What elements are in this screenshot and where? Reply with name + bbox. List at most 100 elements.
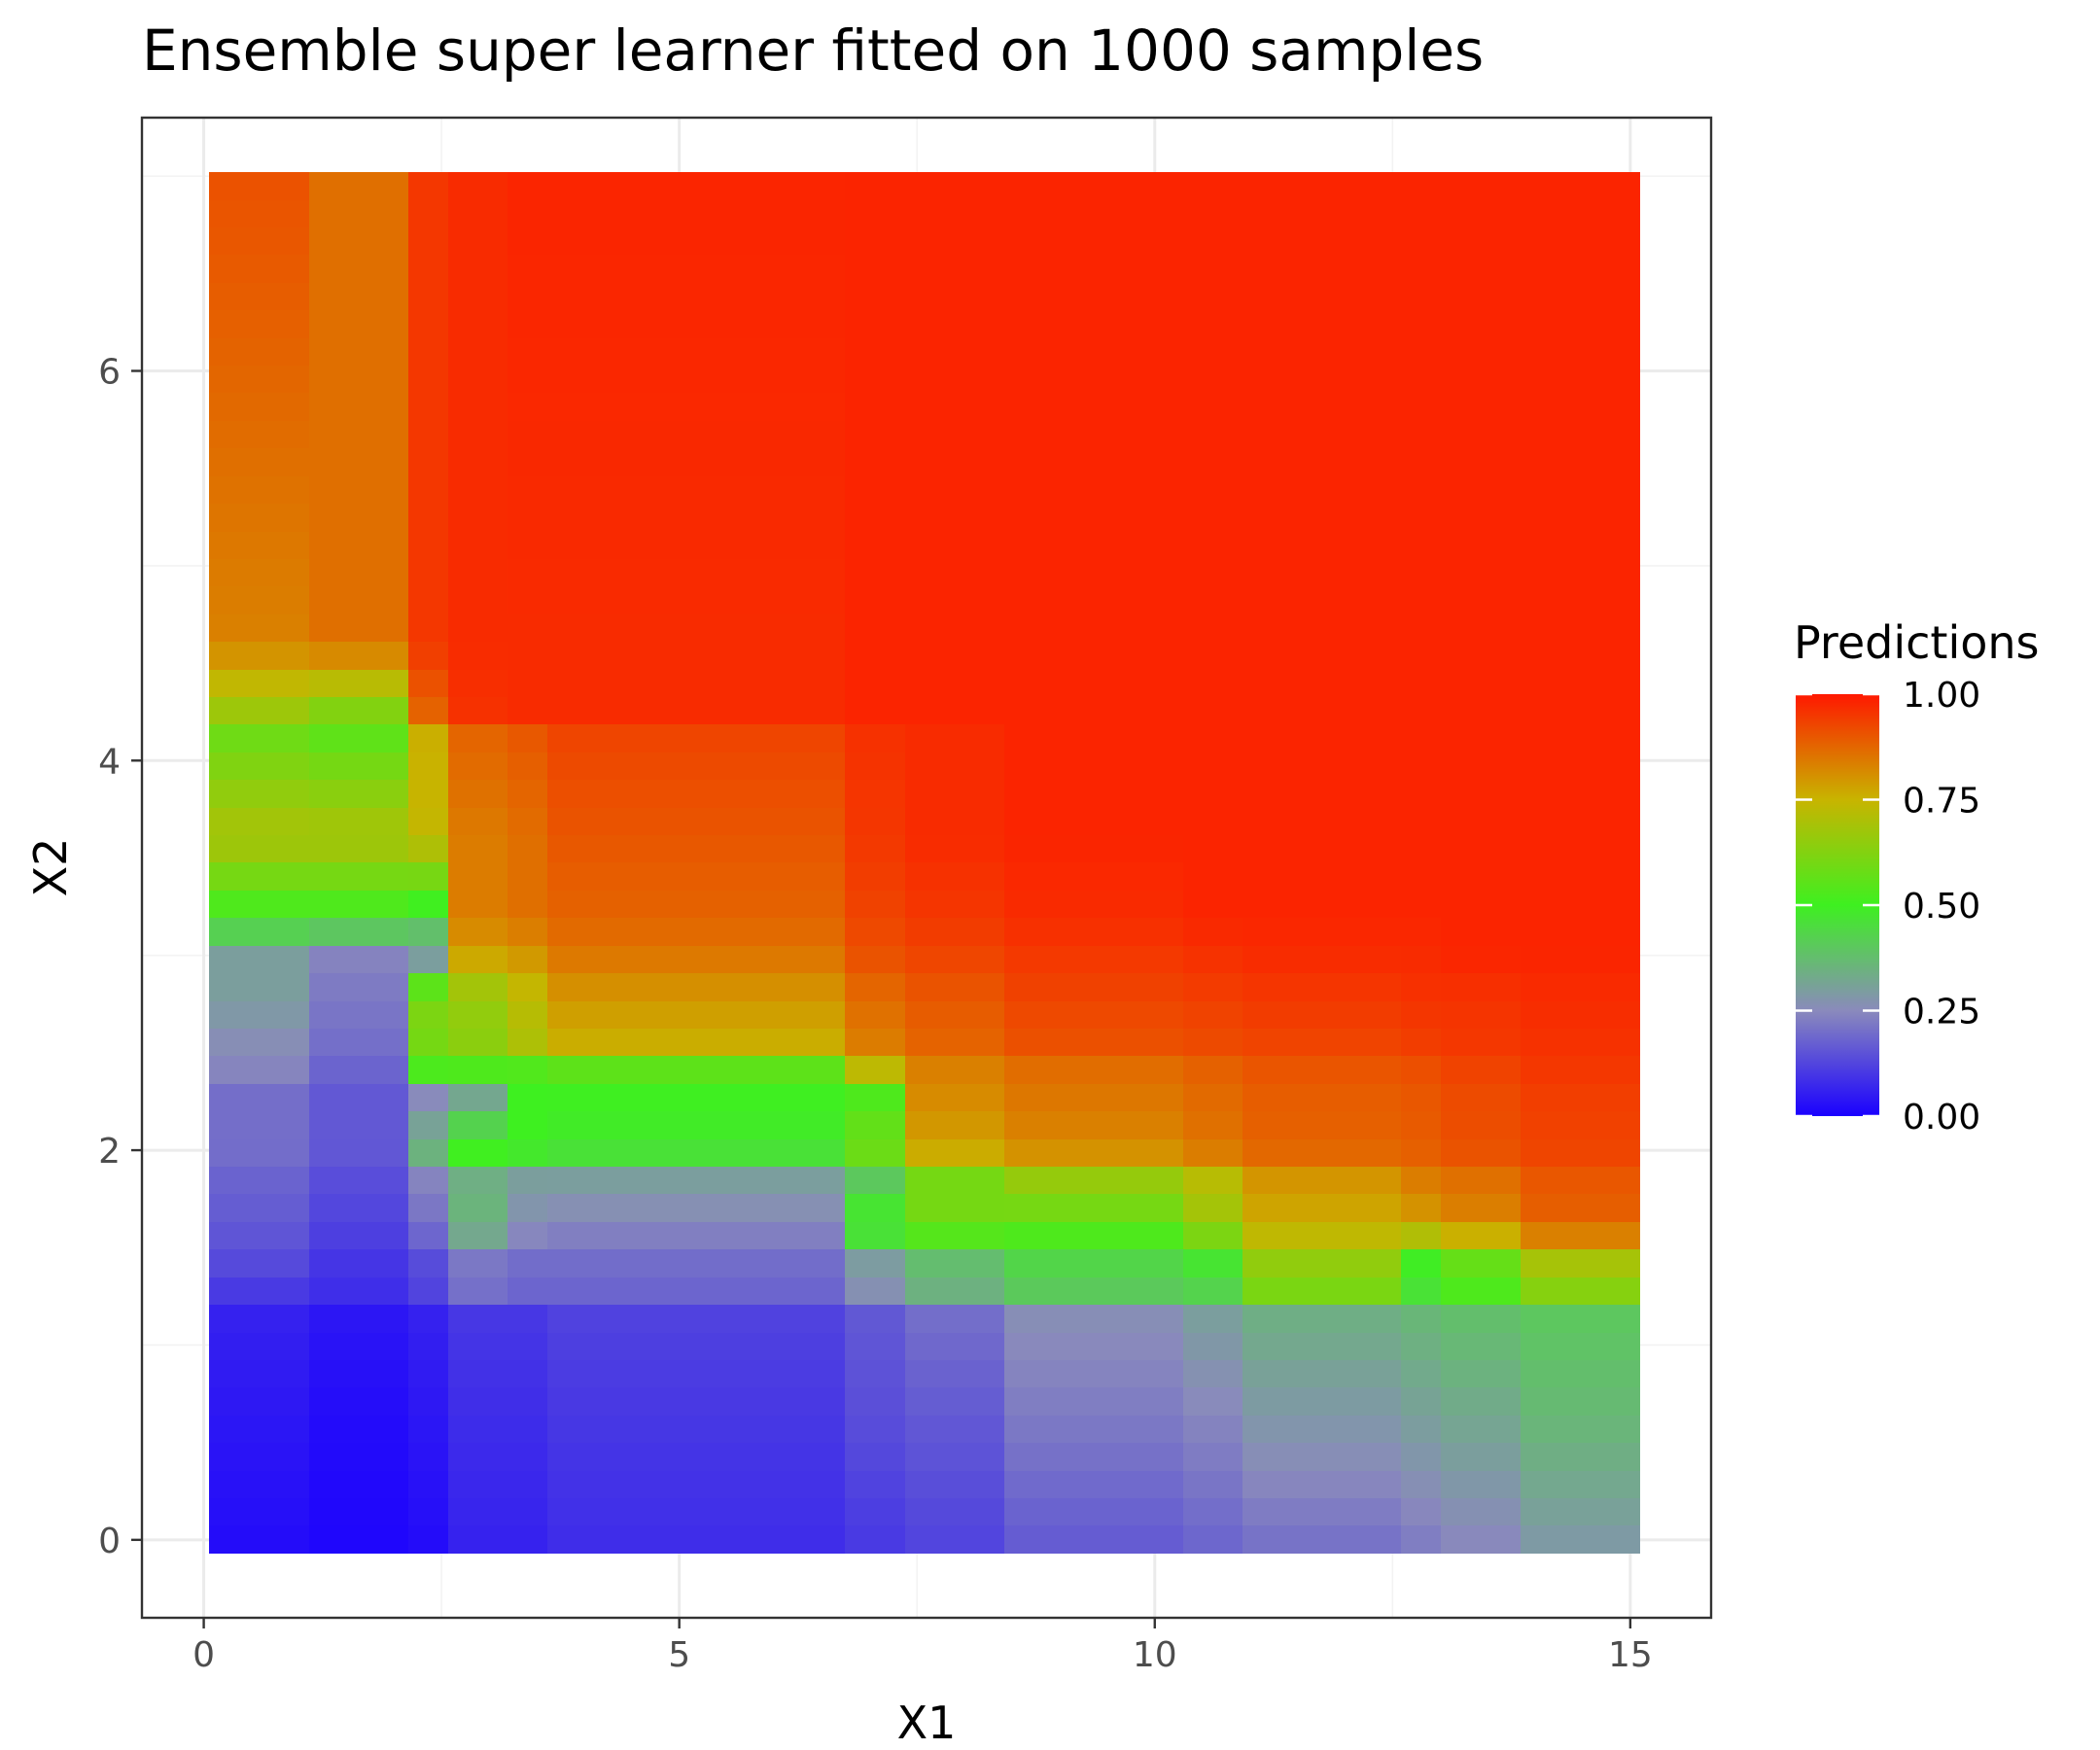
heatmap-cell bbox=[1143, 559, 1163, 586]
heatmap-cell bbox=[289, 724, 309, 752]
heatmap-cell bbox=[1163, 448, 1183, 476]
heatmap-cell bbox=[1223, 559, 1242, 586]
heatmap-cell bbox=[825, 1029, 845, 1056]
heatmap-cell bbox=[1163, 1333, 1183, 1360]
heatmap-cell bbox=[567, 697, 587, 724]
heatmap-cell bbox=[1183, 1360, 1203, 1387]
heatmap-cell bbox=[607, 283, 627, 310]
heatmap-cell bbox=[1461, 504, 1481, 532]
heatmap-cell bbox=[1441, 670, 1461, 697]
heatmap-cell bbox=[845, 1084, 865, 1111]
heatmap-cell bbox=[1103, 393, 1123, 421]
heatmap-cell bbox=[508, 200, 527, 228]
heatmap-cell bbox=[1521, 1001, 1540, 1029]
heatmap-cell bbox=[388, 421, 408, 448]
heatmap-cell bbox=[925, 752, 944, 780]
heatmap-cell bbox=[309, 697, 329, 724]
heatmap-cell bbox=[547, 586, 567, 614]
heatmap-cell bbox=[1540, 1139, 1560, 1167]
heatmap-cell bbox=[309, 1360, 329, 1387]
heatmap-cell bbox=[1441, 1222, 1461, 1249]
heatmap-cell bbox=[309, 1139, 329, 1167]
heatmap-cell bbox=[1600, 891, 1620, 918]
heatmap-cell bbox=[1441, 862, 1461, 891]
heatmap-cell bbox=[786, 1471, 805, 1498]
heatmap-cell bbox=[488, 393, 508, 421]
heatmap-cell bbox=[746, 255, 766, 283]
heatmap-cell bbox=[1322, 642, 1342, 670]
heatmap-cell bbox=[1461, 697, 1481, 724]
heatmap-cell bbox=[1421, 476, 1441, 504]
heatmap-cell bbox=[368, 1001, 388, 1029]
heatmap-cell bbox=[1262, 1139, 1282, 1167]
heatmap-cell bbox=[1302, 504, 1322, 532]
heatmap-cell bbox=[368, 1194, 388, 1222]
heatmap-cell bbox=[1103, 697, 1123, 724]
heatmap-cell bbox=[607, 1001, 627, 1029]
heatmap-cell bbox=[1262, 448, 1282, 476]
heatmap-cell bbox=[1203, 946, 1223, 973]
heatmap-cell bbox=[329, 1167, 348, 1194]
heatmap-cell bbox=[488, 1111, 508, 1139]
heatmap-cell bbox=[825, 310, 845, 338]
heatmap-cell bbox=[726, 697, 746, 724]
heatmap-cell bbox=[1223, 1029, 1242, 1056]
heatmap-cell bbox=[289, 393, 309, 421]
heatmap-cell bbox=[647, 504, 666, 532]
heatmap-cell bbox=[309, 1416, 329, 1443]
heatmap-cell bbox=[1481, 973, 1501, 1001]
heatmap-cell bbox=[964, 1416, 984, 1443]
heatmap-cell bbox=[368, 1249, 388, 1278]
heatmap-cell bbox=[1421, 642, 1441, 670]
heatmap-cell bbox=[1103, 1194, 1123, 1222]
heatmap-cell bbox=[1223, 780, 1242, 808]
heatmap-cell bbox=[408, 1498, 428, 1525]
heatmap-cell bbox=[1382, 586, 1401, 614]
heatmap-cell bbox=[805, 697, 825, 724]
heatmap-cell bbox=[1024, 1416, 1044, 1443]
heatmap-cell bbox=[1103, 366, 1123, 393]
heatmap-cell bbox=[666, 1111, 686, 1139]
heatmap-cell bbox=[567, 1471, 587, 1498]
heatmap-cell bbox=[944, 532, 964, 559]
heatmap-cell bbox=[1560, 752, 1580, 780]
heatmap-cell bbox=[1084, 338, 1103, 366]
heatmap-cell bbox=[1540, 172, 1560, 200]
heatmap-cell bbox=[1064, 862, 1084, 891]
heatmap-cell bbox=[726, 1278, 746, 1305]
heatmap-cell bbox=[964, 1167, 984, 1194]
heatmap-cell bbox=[845, 1249, 865, 1278]
heatmap-cell bbox=[408, 1222, 428, 1249]
heatmap-cell bbox=[329, 670, 348, 697]
heatmap-cell bbox=[1362, 780, 1382, 808]
heatmap-cell bbox=[567, 504, 587, 532]
heatmap-cell bbox=[944, 1249, 964, 1278]
heatmap-cell bbox=[309, 1056, 329, 1084]
heatmap-cell bbox=[1362, 1194, 1382, 1222]
heatmap-cell bbox=[825, 918, 845, 946]
heatmap-cell bbox=[448, 670, 468, 697]
heatmap-cell bbox=[1242, 366, 1262, 393]
heatmap-cell bbox=[1203, 614, 1223, 642]
heatmap-cell bbox=[1342, 1278, 1362, 1305]
heatmap-cell bbox=[249, 1056, 269, 1084]
heatmap-cell bbox=[1401, 228, 1421, 255]
heatmap-cell bbox=[607, 1443, 627, 1471]
heatmap-cell bbox=[1223, 1278, 1242, 1305]
heatmap-cell bbox=[1322, 973, 1342, 1001]
heatmap-cell bbox=[1262, 642, 1282, 670]
heatmap-cell bbox=[1262, 1305, 1282, 1333]
heatmap-cell bbox=[944, 1416, 964, 1443]
heatmap-cell bbox=[468, 1029, 488, 1056]
heatmap-cell bbox=[984, 1525, 1004, 1554]
heatmap-cell bbox=[1560, 918, 1580, 946]
heatmap-cell bbox=[1024, 808, 1044, 835]
legend-title: Predictions bbox=[1794, 616, 2039, 669]
heatmap-cell bbox=[1004, 835, 1024, 862]
heatmap-cell bbox=[1362, 1443, 1382, 1471]
heatmap-cell bbox=[1064, 1139, 1084, 1167]
heatmap-cell bbox=[1302, 532, 1322, 559]
heatmap-cell bbox=[1203, 724, 1223, 752]
heatmap-cell bbox=[845, 1360, 865, 1387]
heatmap-cell bbox=[666, 1387, 686, 1416]
